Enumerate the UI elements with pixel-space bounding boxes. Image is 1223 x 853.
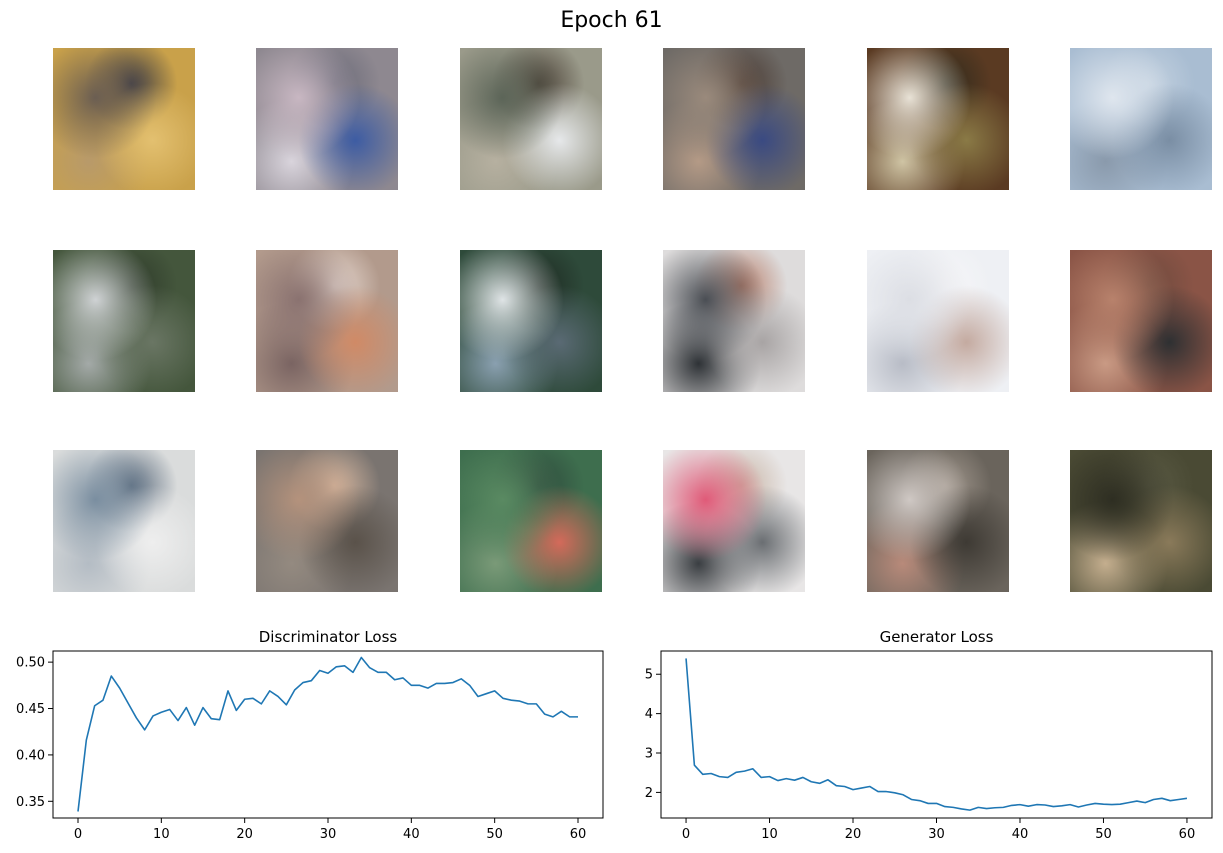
generator-x-tick-label: 20 <box>845 827 862 842</box>
discriminator-y-tick-label: 0.40 <box>16 748 45 763</box>
discriminator-y-tick-label: 0.50 <box>16 656 45 671</box>
discriminator-x-tick-label: 20 <box>236 827 253 842</box>
sample-image-icon <box>256 250 398 392</box>
sample-image-icon <box>256 450 398 592</box>
discriminator-x-tick-label: 50 <box>486 827 503 842</box>
sample-image-icon <box>1070 450 1212 592</box>
sample-image-icon <box>663 250 805 392</box>
discriminator-title: Discriminator Loss <box>259 628 398 646</box>
sample-image-icon <box>256 48 398 190</box>
sample-image-icon <box>867 450 1009 592</box>
discriminator-x-tick-label: 30 <box>320 827 337 842</box>
sample-image-icon <box>1070 250 1212 392</box>
discriminator-x-tick-label: 40 <box>403 827 420 842</box>
generator-x-tick-label: 10 <box>761 827 778 842</box>
discriminator-y-tick-label: 0.45 <box>16 702 45 717</box>
discriminator-x-tick-label: 10 <box>153 827 170 842</box>
sample-image-icon <box>867 250 1009 392</box>
discriminator-plot-frame <box>52 650 604 819</box>
sample-image-icon <box>663 48 805 190</box>
generator-y-tick-label: 5 <box>645 668 653 683</box>
generator-x-tick-label: 30 <box>928 827 945 842</box>
discriminator-y-tick-label: 0.35 <box>16 795 45 810</box>
generator-y-tick-label: 2 <box>645 786 653 801</box>
generator-x-tick-label: 60 <box>1179 827 1196 842</box>
sample-image-icon <box>53 48 195 190</box>
generator-x-tick-label: 0 <box>682 827 690 842</box>
figure-title: Epoch 61 <box>560 8 663 33</box>
sample-image-icon <box>1070 48 1212 190</box>
generator-plot-frame <box>660 650 1213 819</box>
discriminator-x-tick-label: 0 <box>74 827 82 842</box>
generator-title: Generator Loss <box>880 628 994 646</box>
sample-image-icon <box>460 450 602 592</box>
sample-image-icon <box>663 450 805 592</box>
sample-image-icon <box>867 48 1009 190</box>
sample-image-icon <box>460 250 602 392</box>
sample-image-icon <box>53 250 195 392</box>
sample-image-icon <box>460 48 602 190</box>
sample-image-icon <box>53 450 195 592</box>
discriminator-x-tick-label: 60 <box>570 827 587 842</box>
generator-x-tick-label: 40 <box>1012 827 1029 842</box>
generator-y-tick-label: 4 <box>645 707 653 722</box>
discriminator-series-line <box>77 656 578 812</box>
generator-x-tick-label: 50 <box>1095 827 1112 842</box>
generator-series-line <box>685 658 1188 811</box>
generator-y-tick-label: 3 <box>645 747 653 762</box>
